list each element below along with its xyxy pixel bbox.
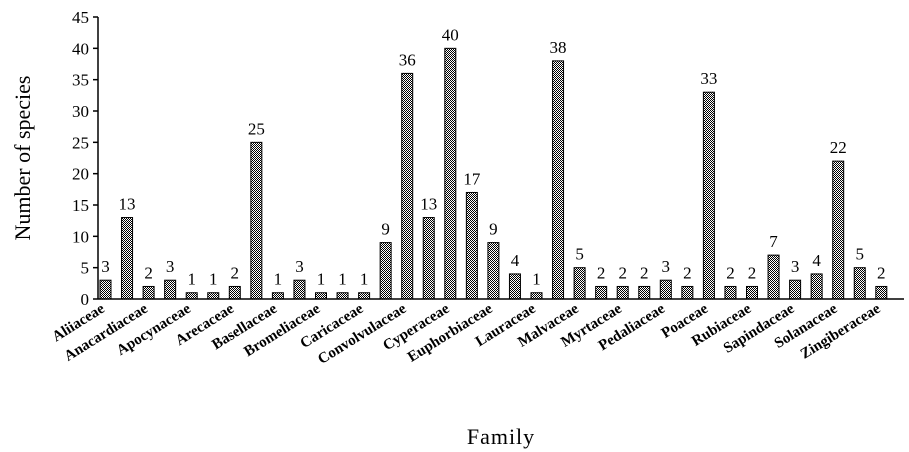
bar-value-label: 40 [442, 25, 459, 44]
y-axis: 0 5 10 15 20 25 30 35 40 45 [72, 8, 98, 309]
bar-value-label: 7 [769, 232, 778, 251]
bar [573, 267, 586, 300]
y-tick-label: 10 [72, 227, 89, 246]
bar-value-label: 1 [274, 270, 283, 289]
bar [401, 72, 414, 300]
bar [810, 273, 823, 300]
bar [164, 279, 177, 300]
bar-value-label: 22 [830, 138, 847, 157]
bar-value-label: 4 [812, 251, 821, 270]
bar-value-label: 13 [119, 195, 136, 214]
bar [336, 292, 349, 300]
bar-value-label: 2 [618, 263, 627, 282]
bar-value-label: 9 [489, 220, 498, 239]
bar [746, 285, 758, 300]
bar-value-label: 2 [683, 263, 692, 282]
bar [422, 217, 435, 300]
bar [250, 141, 263, 300]
x-axis-tick-labels: AliiaceaeAnacardiaceaeApocynaceaeArecace… [50, 301, 884, 368]
bars [99, 47, 888, 300]
bar-value-label: 2 [726, 263, 735, 282]
bar-value-label: 5 [856, 245, 865, 264]
bar [832, 160, 845, 300]
bar-value-label: 3 [101, 257, 110, 276]
bar-value-label: 3 [166, 257, 175, 276]
bar-value-label: 9 [381, 220, 390, 239]
bar [875, 285, 888, 300]
bar-value-label: 4 [511, 251, 520, 270]
bar-value-label: 1 [532, 270, 541, 289]
bar [228, 285, 241, 300]
bar-value-label: 5 [575, 245, 584, 264]
bar-value-label: 3 [295, 257, 304, 276]
bar [358, 292, 371, 300]
y-tick-label: 35 [72, 71, 89, 90]
bar-value-label: 2 [877, 263, 886, 282]
bar [271, 292, 284, 300]
bar [702, 91, 715, 300]
bar [508, 273, 521, 300]
y-axis-title: Number of species [10, 76, 35, 241]
bar-value-label: 17 [463, 169, 481, 188]
bar-value-label: 36 [399, 50, 416, 69]
bar [121, 217, 134, 300]
bar-value-label: 13 [420, 195, 437, 214]
y-tick-label: 0 [81, 290, 90, 309]
bar-value-label: 1 [209, 270, 218, 289]
y-tick-label: 20 [72, 165, 89, 184]
bar [99, 279, 112, 300]
bar [595, 285, 608, 300]
bar [724, 285, 737, 300]
bar-value-label: 1 [317, 270, 326, 289]
bar [444, 47, 457, 300]
bar-value-label: 33 [700, 69, 717, 88]
bar-value-label: 1 [338, 270, 347, 289]
bar-value-label: 38 [550, 38, 567, 57]
bar-value-label: 2 [640, 263, 649, 282]
bar-value-label: 1 [187, 270, 196, 289]
bar-value-label: 2 [231, 263, 240, 282]
bar-value-label: 3 [791, 257, 800, 276]
y-tick-label: 30 [72, 102, 89, 121]
bar-value-label: 1 [360, 270, 369, 289]
bar [616, 285, 629, 300]
bar-value-label: 2 [597, 263, 606, 282]
bar [379, 242, 392, 300]
bar [530, 292, 543, 300]
bar-value-label: 25 [248, 119, 265, 138]
y-tick-label: 40 [72, 39, 89, 58]
x-axis-title: Family [467, 424, 535, 449]
bar [293, 279, 306, 300]
y-tick-label: 45 [72, 8, 89, 27]
bar [315, 292, 327, 300]
bar [185, 292, 198, 300]
bar [207, 292, 220, 300]
bar-value-label: 2 [748, 263, 757, 282]
bar [142, 285, 155, 300]
bar [638, 285, 651, 300]
bar [767, 254, 780, 300]
y-tick-label: 5 [81, 259, 90, 278]
bar-value-label: 2 [144, 263, 153, 282]
bar-value-label: 3 [662, 257, 671, 276]
bar [487, 242, 500, 300]
bar [659, 279, 672, 300]
y-tick-label: 15 [72, 196, 89, 215]
bar [789, 279, 802, 300]
bar [681, 285, 694, 300]
bar [853, 267, 866, 300]
bar [465, 191, 478, 300]
y-tick-label: 25 [72, 133, 89, 152]
bar [552, 60, 565, 300]
